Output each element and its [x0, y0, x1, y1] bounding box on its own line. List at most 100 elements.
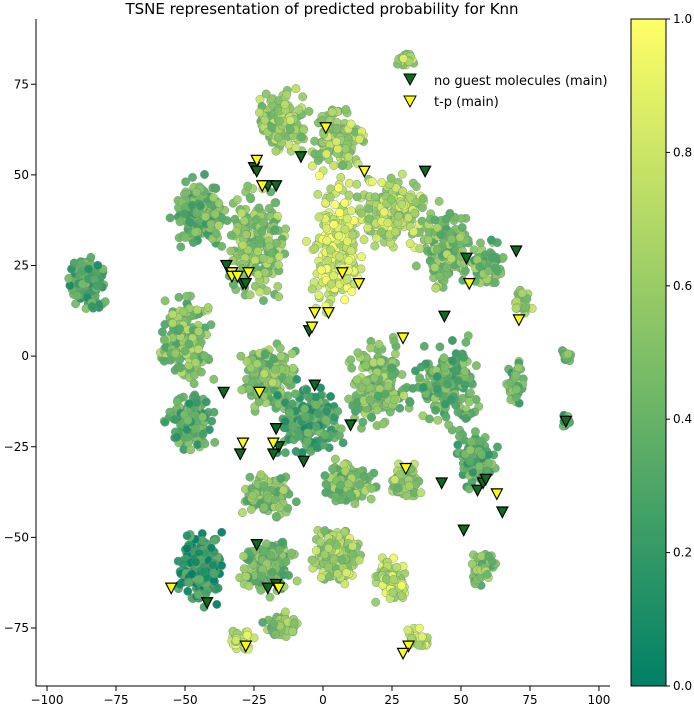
scatter-point [291, 143, 301, 153]
scatter-point [278, 570, 288, 580]
scatter-point [418, 194, 428, 203]
scatter-point [175, 363, 185, 373]
scatter-point [237, 508, 247, 517]
scatter-point [461, 337, 471, 347]
scatter-point [461, 414, 471, 423]
scatter-point [397, 581, 406, 591]
scatter-point [259, 296, 268, 305]
scatter-point [338, 160, 348, 170]
marker-t-p [236, 437, 250, 450]
scatter-point [253, 270, 263, 279]
y-tick-label: −50 [4, 530, 29, 544]
marker-no-guest [269, 180, 283, 193]
scatter-point [323, 256, 333, 266]
scatter-point [444, 420, 454, 430]
scatter-point [371, 597, 381, 607]
scatter-point [334, 183, 344, 193]
scatter-point [194, 590, 203, 599]
scatter-point [383, 218, 393, 228]
scatter-point [520, 303, 530, 313]
scatter-point [303, 428, 313, 438]
scatter-point [336, 480, 345, 490]
scatter-point [209, 193, 218, 203]
y-tick-label: 0 [21, 349, 29, 363]
scatter-point [342, 274, 352, 284]
scatter-point [370, 241, 380, 251]
scatter-point [242, 357, 252, 366]
scatter-point [364, 204, 374, 214]
scatter-point [209, 374, 219, 384]
scatter-point [342, 214, 352, 224]
legend-label-t-p: t-p (main) [434, 95, 499, 110]
colorbar: 0.0 0.2 0.4 0.6 0.8 1.0 [630, 12, 692, 693]
scatter-point [160, 417, 170, 427]
scatter-point [362, 376, 371, 386]
y-tick-label: 75 [14, 77, 29, 91]
scatter-point [329, 220, 339, 230]
scatter-point [198, 412, 208, 422]
scatter-point [314, 212, 324, 222]
scatter-point [334, 231, 344, 241]
scatter-point [313, 189, 323, 199]
scatter-point [300, 404, 309, 414]
scatter-point [255, 108, 264, 117]
scatter-point [331, 137, 341, 147]
scatter-point [268, 378, 278, 387]
scatter-point [170, 348, 180, 358]
scatter-point [366, 494, 376, 504]
marker-t-p [250, 154, 264, 168]
scatter-point [258, 253, 268, 263]
scatter-point [267, 567, 277, 577]
scatter-point [482, 570, 492, 579]
scatter-point [460, 380, 470, 390]
scatter-point [468, 467, 478, 477]
y-tick-label: 50 [14, 168, 29, 182]
scatter-point [330, 454, 340, 464]
scatter-point [387, 370, 397, 380]
scatter-point [417, 632, 427, 642]
scatter-point [69, 258, 79, 268]
scatter-point [345, 489, 355, 499]
scatter-point [389, 336, 399, 346]
scatter-point [256, 585, 266, 595]
scatter-point [355, 480, 364, 489]
scatter-point [304, 107, 314, 116]
scatter-point [453, 440, 463, 450]
scatter-point [484, 450, 494, 460]
scatter-point [325, 572, 335, 581]
scatter-point [232, 195, 242, 205]
scatter-point [493, 442, 502, 452]
scatter-point [288, 626, 297, 636]
scatter-point [415, 244, 425, 254]
marker-no-guest [250, 539, 264, 552]
scatter-point [73, 291, 82, 301]
scatter-point [467, 559, 477, 569]
scatter-point [201, 212, 210, 222]
scatter-point [373, 391, 383, 401]
scatter-point [206, 320, 216, 330]
scatter-point [511, 392, 521, 402]
marker-no-guest [418, 165, 432, 179]
scatter-point [441, 412, 451, 422]
scatter-point [324, 562, 333, 572]
scatter-point [448, 356, 457, 366]
scatter-point [214, 198, 224, 208]
scatter-point [211, 229, 221, 239]
scatter-point [207, 416, 217, 426]
scatter-point [270, 364, 280, 374]
scatter-point [266, 550, 276, 560]
scatter-point [275, 116, 284, 126]
scatter-point [446, 254, 456, 264]
x-tick-label: 100 [588, 693, 611, 705]
scatter-point [329, 161, 339, 171]
plot-area [64, 49, 575, 661]
marker-t-p [352, 278, 366, 291]
scatter-point [367, 484, 376, 493]
scatter-point [274, 260, 283, 270]
scatter-point [321, 149, 331, 159]
marker-no-guest [437, 310, 451, 324]
marker-t-p [239, 640, 253, 653]
scatter-point [410, 208, 419, 218]
scatter-point [248, 491, 258, 501]
scatter-point [333, 569, 342, 579]
